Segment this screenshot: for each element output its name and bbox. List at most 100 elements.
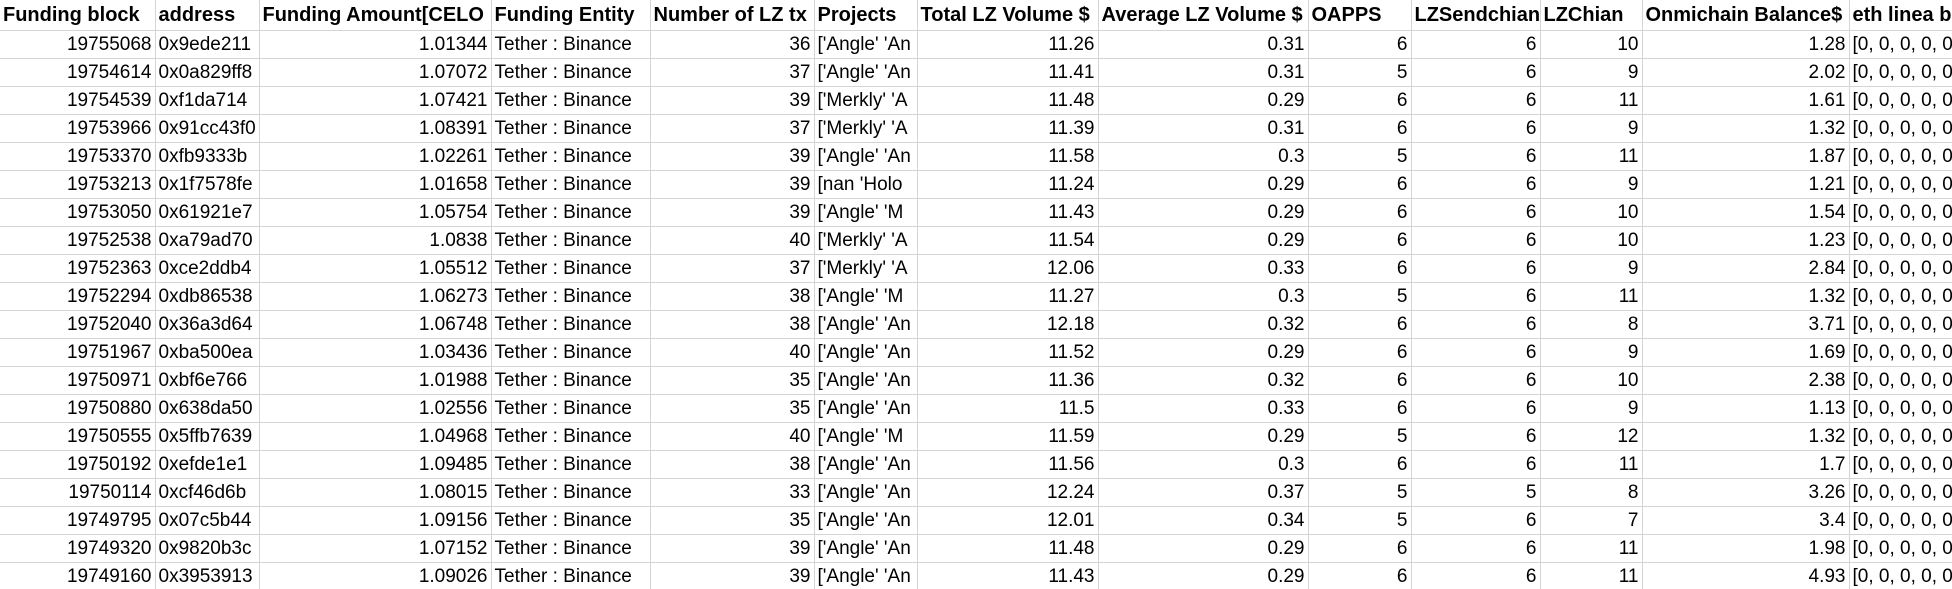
cell-col-lzsendchain[interactable]: 6	[1411, 198, 1541, 227]
cell-col-lzchain[interactable]: 11	[1540, 562, 1643, 589]
cell-col-funding-entity[interactable]: Tether : Binance	[491, 562, 651, 589]
cell-col-eth-linea[interactable]: [0, 0, 0, 0, 0	[1849, 338, 1952, 367]
cell-col-funding-block[interactable]: 19749795	[0, 506, 156, 535]
cell-col-lzsendchain[interactable]: 6	[1411, 506, 1541, 535]
cell-col-funding-amount[interactable]: 1.06748	[259, 310, 492, 339]
cell-col-address[interactable]: 0xdb86538	[155, 282, 260, 311]
cell-col-address[interactable]: 0x36a3d64	[155, 310, 260, 339]
cell-col-eth-linea[interactable]: [0, 0, 0, 0, 0	[1849, 58, 1952, 87]
cell-col-oapps[interactable]: 5	[1308, 142, 1412, 171]
cell-col-number-of-lz-tx[interactable]: 38	[650, 450, 815, 479]
cell-col-oapps[interactable]: 6	[1308, 114, 1412, 143]
cell-col-total-lz-volume[interactable]: 12.24	[917, 478, 1099, 507]
cell-col-funding-block[interactable]: 19749160	[0, 562, 156, 589]
cell-col-onmichain-balance[interactable]: 1.32	[1642, 422, 1850, 451]
cell-col-average-lz-volume[interactable]: 0.3	[1098, 142, 1309, 171]
cell-col-projects[interactable]: ['Angle' 'An	[814, 394, 918, 423]
cell-col-onmichain-balance[interactable]: 2.38	[1642, 366, 1850, 395]
cell-col-total-lz-volume[interactable]: 11.27	[917, 282, 1099, 311]
cell-col-funding-block[interactable]: 19755068	[0, 30, 156, 59]
cell-col-projects[interactable]: ['Angle' 'An	[814, 310, 918, 339]
cell-col-funding-block[interactable]: 19752538	[0, 226, 156, 255]
cell-col-eth-linea[interactable]: [0, 0, 0, 0, 0	[1849, 86, 1952, 115]
cell-col-lzsendchain[interactable]: 6	[1411, 170, 1541, 199]
cell-col-lzchain[interactable]: 11	[1540, 86, 1643, 115]
cell-col-onmichain-balance[interactable]: 4.93	[1642, 562, 1850, 589]
cell-col-oapps[interactable]: 5	[1308, 282, 1412, 311]
cell-col-funding-block[interactable]: 19753050	[0, 198, 156, 227]
cell-col-lzchain[interactable]: 11	[1540, 142, 1643, 171]
cell-col-funding-amount[interactable]: 1.07421	[259, 86, 492, 115]
cell-col-lzsendchain[interactable]: 6	[1411, 338, 1541, 367]
cell-col-projects[interactable]: ['Angle' 'M	[814, 282, 918, 311]
column-header-col-funding-entity[interactable]: Funding Entity	[491, 0, 651, 31]
column-header-col-lzchain[interactable]: LZChian	[1540, 0, 1643, 31]
cell-col-eth-linea[interactable]: [0, 0, 0, 0, 0	[1849, 506, 1952, 535]
cell-col-average-lz-volume[interactable]: 0.29	[1098, 86, 1309, 115]
cell-col-lzsendchain[interactable]: 6	[1411, 562, 1541, 589]
cell-col-lzsendchain[interactable]: 6	[1411, 226, 1541, 255]
cell-col-total-lz-volume[interactable]: 11.5	[917, 394, 1099, 423]
column-header-col-average-lz-volume[interactable]: Average LZ Volume $	[1098, 0, 1309, 31]
cell-col-number-of-lz-tx[interactable]: 39	[650, 86, 815, 115]
cell-col-projects[interactable]: ['Angle' 'An	[814, 30, 918, 59]
cell-col-lzsendchain[interactable]: 5	[1411, 478, 1541, 507]
cell-col-onmichain-balance[interactable]: 1.61	[1642, 86, 1850, 115]
cell-col-number-of-lz-tx[interactable]: 40	[650, 338, 815, 367]
cell-col-funding-block[interactable]: 19753370	[0, 142, 156, 171]
cell-col-address[interactable]: 0xbf6e766	[155, 366, 260, 395]
cell-col-funding-entity[interactable]: Tether : Binance	[491, 254, 651, 283]
cell-col-onmichain-balance[interactable]: 1.87	[1642, 142, 1850, 171]
cell-col-oapps[interactable]: 6	[1308, 86, 1412, 115]
cell-col-onmichain-balance[interactable]: 3.26	[1642, 478, 1850, 507]
cell-col-eth-linea[interactable]: [0, 0, 0, 0, 0	[1849, 282, 1952, 311]
cell-col-funding-block[interactable]: 19752363	[0, 254, 156, 283]
cell-col-number-of-lz-tx[interactable]: 39	[650, 534, 815, 563]
cell-col-funding-amount[interactable]: 1.09156	[259, 506, 492, 535]
cell-col-eth-linea[interactable]: [0, 0, 0, 0, 0	[1849, 422, 1952, 451]
cell-col-lzsendchain[interactable]: 6	[1411, 254, 1541, 283]
cell-col-number-of-lz-tx[interactable]: 38	[650, 310, 815, 339]
cell-col-oapps[interactable]: 6	[1308, 562, 1412, 589]
cell-col-average-lz-volume[interactable]: 0.33	[1098, 394, 1309, 423]
cell-col-onmichain-balance[interactable]: 1.54	[1642, 198, 1850, 227]
cell-col-lzsendchain[interactable]: 6	[1411, 394, 1541, 423]
cell-col-lzchain[interactable]: 8	[1540, 478, 1643, 507]
cell-col-lzchain[interactable]: 9	[1540, 254, 1643, 283]
cell-col-address[interactable]: 0x9ede211	[155, 30, 260, 59]
cell-col-funding-entity[interactable]: Tether : Binance	[491, 58, 651, 87]
cell-col-lzchain[interactable]: 11	[1540, 282, 1643, 311]
cell-col-funding-amount[interactable]: 1.07072	[259, 58, 492, 87]
cell-col-number-of-lz-tx[interactable]: 37	[650, 254, 815, 283]
cell-col-funding-entity[interactable]: Tether : Binance	[491, 170, 651, 199]
cell-col-lzchain[interactable]: 7	[1540, 506, 1643, 535]
cell-col-total-lz-volume[interactable]: 11.48	[917, 534, 1099, 563]
cell-col-number-of-lz-tx[interactable]: 35	[650, 506, 815, 535]
column-header-col-address[interactable]: address	[155, 0, 260, 31]
cell-col-funding-amount[interactable]: 1.06273	[259, 282, 492, 311]
cell-col-lzchain[interactable]: 8	[1540, 310, 1643, 339]
cell-col-funding-amount[interactable]: 1.09026	[259, 562, 492, 589]
cell-col-total-lz-volume[interactable]: 11.26	[917, 30, 1099, 59]
cell-col-lzsendchain[interactable]: 6	[1411, 58, 1541, 87]
cell-col-funding-amount[interactable]: 1.02261	[259, 142, 492, 171]
cell-col-funding-entity[interactable]: Tether : Binance	[491, 226, 651, 255]
cell-col-funding-entity[interactable]: Tether : Binance	[491, 478, 651, 507]
cell-col-average-lz-volume[interactable]: 0.31	[1098, 114, 1309, 143]
cell-col-address[interactable]: 0xfb9333b	[155, 142, 260, 171]
cell-col-total-lz-volume[interactable]: 11.41	[917, 58, 1099, 87]
cell-col-funding-amount[interactable]: 1.05754	[259, 198, 492, 227]
cell-col-oapps[interactable]: 6	[1308, 366, 1412, 395]
cell-col-eth-linea[interactable]: [0, 0, 0, 0, 0	[1849, 478, 1952, 507]
cell-col-eth-linea[interactable]: [0, 0, 0, 0, 0	[1849, 450, 1952, 479]
cell-col-lzchain[interactable]: 12	[1540, 422, 1643, 451]
cell-col-eth-linea[interactable]: [0, 0, 0, 0, 0	[1849, 534, 1952, 563]
cell-col-oapps[interactable]: 6	[1308, 198, 1412, 227]
cell-col-total-lz-volume[interactable]: 11.56	[917, 450, 1099, 479]
cell-col-funding-amount[interactable]: 1.09485	[259, 450, 492, 479]
cell-col-funding-block[interactable]: 19750192	[0, 450, 156, 479]
cell-col-total-lz-volume[interactable]: 11.36	[917, 366, 1099, 395]
cell-col-funding-block[interactable]: 19754539	[0, 86, 156, 115]
cell-col-address[interactable]: 0xefde1e1	[155, 450, 260, 479]
cell-col-total-lz-volume[interactable]: 11.58	[917, 142, 1099, 171]
